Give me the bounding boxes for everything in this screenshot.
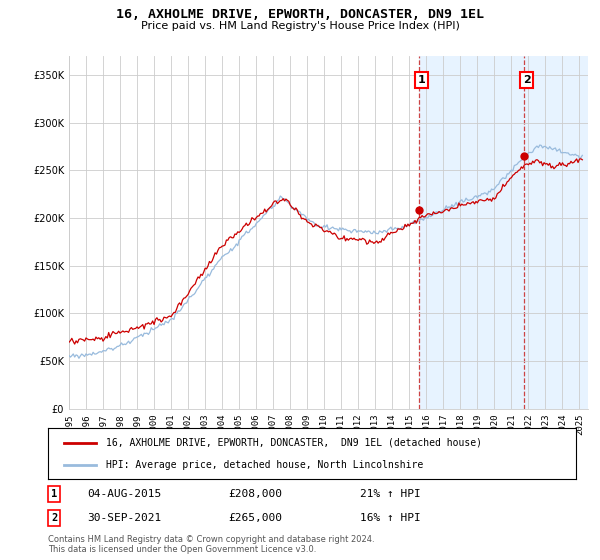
Text: 16, AXHOLME DRIVE, EPWORTH, DONCASTER,  DN9 1EL (detached house): 16, AXHOLME DRIVE, EPWORTH, DONCASTER, D… <box>106 437 482 447</box>
Text: 16% ↑ HPI: 16% ↑ HPI <box>360 513 421 523</box>
Text: 2: 2 <box>523 75 530 85</box>
Text: 30-SEP-2021: 30-SEP-2021 <box>87 513 161 523</box>
Text: Price paid vs. HM Land Registry's House Price Index (HPI): Price paid vs. HM Land Registry's House … <box>140 21 460 31</box>
Bar <box>419 56 600 409</box>
Text: 04-AUG-2015: 04-AUG-2015 <box>87 489 161 499</box>
Text: £208,000: £208,000 <box>228 489 282 499</box>
Text: 2: 2 <box>51 513 57 523</box>
Text: 1: 1 <box>418 75 425 85</box>
Text: Contains HM Land Registry data © Crown copyright and database right 2024.
This d: Contains HM Land Registry data © Crown c… <box>48 535 374 554</box>
Text: £265,000: £265,000 <box>228 513 282 523</box>
Text: HPI: Average price, detached house, North Lincolnshire: HPI: Average price, detached house, Nort… <box>106 460 424 470</box>
Text: 21% ↑ HPI: 21% ↑ HPI <box>360 489 421 499</box>
Text: 1: 1 <box>51 489 57 499</box>
Text: 16, AXHOLME DRIVE, EPWORTH, DONCASTER, DN9 1EL: 16, AXHOLME DRIVE, EPWORTH, DONCASTER, D… <box>116 8 484 21</box>
